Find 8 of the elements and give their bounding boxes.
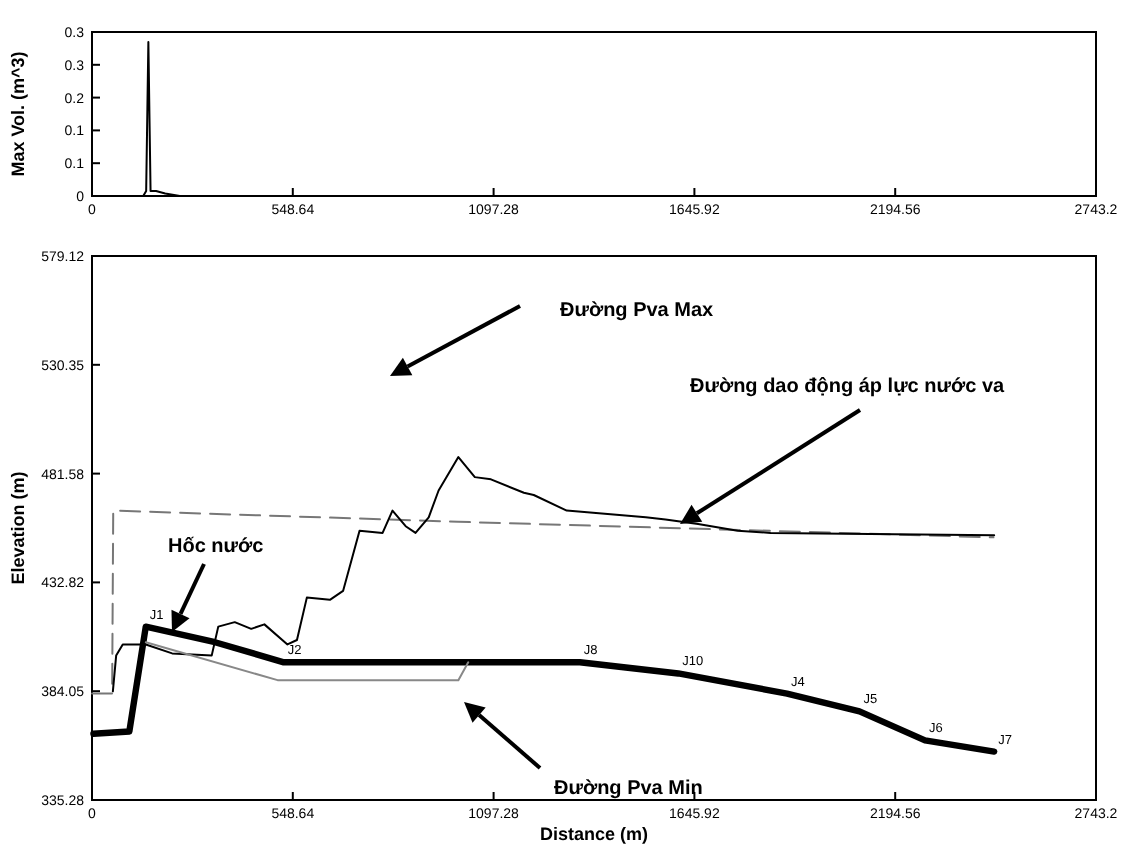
annotation: Đường Pva Min bbox=[554, 778, 703, 800]
y-axis-title: Max Vol. (m^3) bbox=[8, 51, 28, 177]
x-axis-title: Distance (m) bbox=[539, 824, 649, 844]
annotation: Đường dao động áp lực nước va bbox=[690, 376, 1006, 398]
y-axis-title: Elevation (m) bbox=[8, 471, 28, 585]
line-series bbox=[91, 509, 995, 695]
annotation: Đường Pva Max bbox=[560, 300, 715, 322]
annotation: Hốc nước bbox=[168, 536, 265, 558]
